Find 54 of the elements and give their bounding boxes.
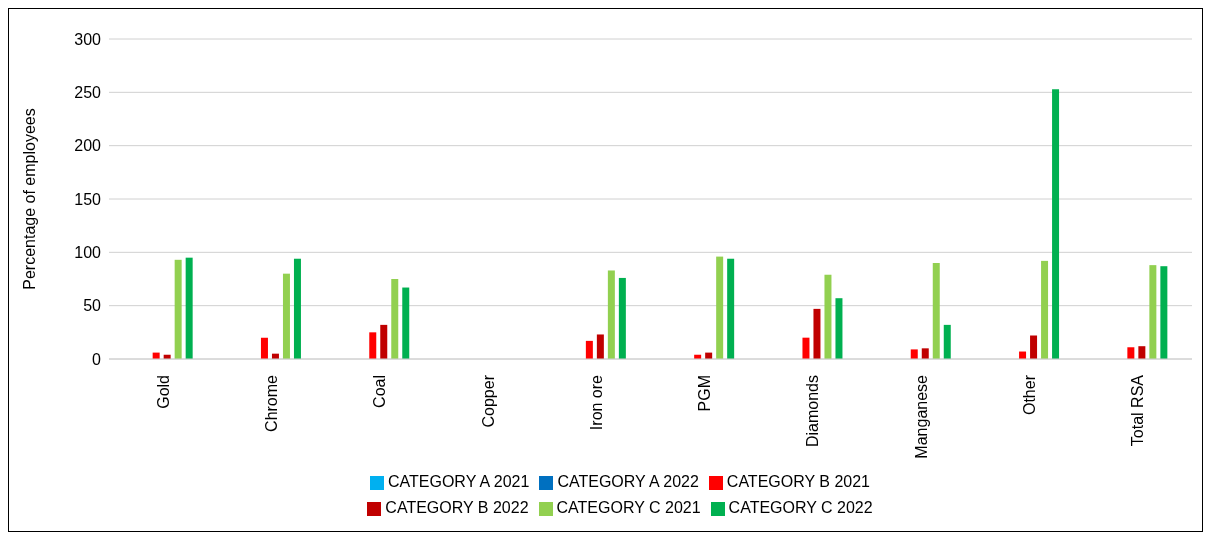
- bar: [716, 256, 724, 359]
- x-tick-label: Diamonds: [804, 375, 822, 448]
- bar: [932, 263, 940, 359]
- bar: [1030, 335, 1038, 359]
- bar: [185, 257, 193, 359]
- bar: [824, 274, 832, 359]
- bar: [369, 332, 377, 359]
- bar: [727, 258, 735, 359]
- legend-label: CATEGORY B 2021: [726, 473, 871, 490]
- bar: [391, 279, 399, 359]
- bar: [802, 337, 810, 359]
- bar: [174, 259, 182, 359]
- bar: [835, 298, 843, 359]
- y-tick-label: 0: [92, 350, 102, 368]
- x-tick-label: Manganese: [912, 374, 930, 459]
- legend-label: CATEGORY A 2022: [557, 473, 699, 490]
- legend-label: CATEGORY B 2022: [385, 499, 529, 516]
- bar: [380, 324, 388, 359]
- y-tick-label: 50: [83, 297, 102, 315]
- bar: [607, 270, 615, 359]
- bar: [293, 258, 301, 359]
- bar: [1138, 346, 1146, 359]
- bar: [921, 348, 929, 359]
- x-tick-label: Coal: [371, 375, 389, 408]
- bar: [282, 273, 290, 359]
- bar: [402, 287, 410, 359]
- bar: [260, 337, 268, 359]
- x-tick-label: Total RSA: [1129, 374, 1147, 447]
- x-tick-label: Copper: [479, 374, 497, 428]
- bar: [585, 340, 593, 359]
- x-tick-label: PGM: [696, 375, 714, 412]
- bar: [596, 334, 604, 359]
- x-tick-label: Chrome: [262, 374, 280, 432]
- bar: [618, 277, 626, 359]
- y-tick-label: 100: [74, 244, 102, 262]
- bar: [1160, 266, 1168, 359]
- x-tick-label: Gold: [154, 375, 172, 409]
- legend-label: CATEGORY A 2021: [387, 473, 530, 490]
- bar: [943, 324, 951, 359]
- y-tick-label: 150: [74, 190, 102, 208]
- x-tick-label: Other: [1021, 374, 1039, 416]
- bar: [1149, 265, 1157, 359]
- bar: [1041, 260, 1049, 359]
- y-tick-label: 250: [74, 84, 102, 102]
- bar: [1127, 347, 1135, 359]
- bar: [813, 308, 821, 359]
- bar: [1052, 89, 1060, 359]
- legend-label: CATEGORY C 2022: [728, 499, 873, 516]
- y-tick-label: 200: [74, 137, 102, 155]
- x-tick-label: Iron ore: [587, 374, 605, 431]
- bar: [910, 349, 918, 359]
- y-tick-label: 300: [74, 30, 102, 48]
- legend-label: CATEGORY C 2021: [556, 499, 701, 516]
- y-axis-title: Percentage of employees: [20, 108, 38, 290]
